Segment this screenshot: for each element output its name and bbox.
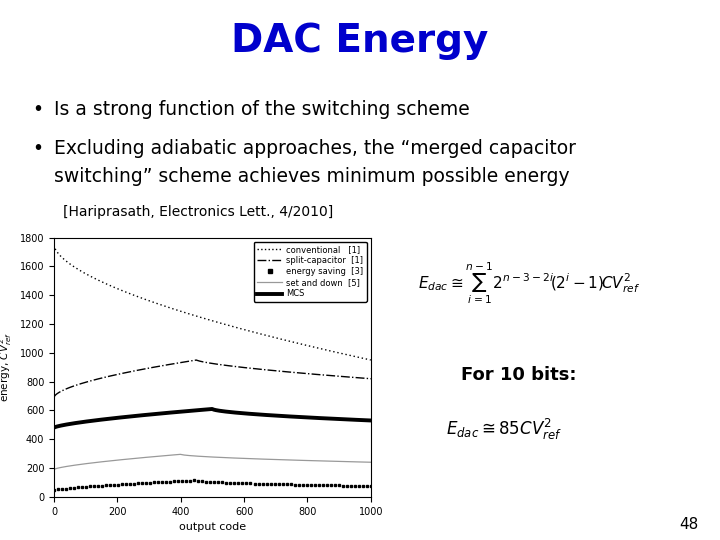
Text: $E_{dac} \cong 85CV_{ref}^2$: $E_{dac} \cong 85CV_{ref}^2$: [446, 417, 562, 442]
Text: 48: 48: [679, 517, 698, 532]
Legend: conventional   [1], split-capacitor  [1], energy saving  [3], set and down  [5],: conventional [1], split-capacitor [1], e…: [253, 242, 366, 302]
Text: DAC Energy: DAC Energy: [231, 22, 489, 59]
Text: [Hariprasath, Electronics Lett., 4/2010]: [Hariprasath, Electronics Lett., 4/2010]: [63, 205, 333, 219]
Text: $E_{dac} \cong \sum_{i=1}^{n-1} 2^{n-3-2i}\!\left(2^i - 1\right)\!CV_{ref}^2$: $E_{dac} \cong \sum_{i=1}^{n-1} 2^{n-3-2…: [418, 261, 640, 306]
Text: switching” scheme achieves minimum possible energy: switching” scheme achieves minimum possi…: [54, 167, 570, 186]
Text: Is a strong function of the switching scheme: Is a strong function of the switching sc…: [54, 100, 469, 119]
Text: •: •: [32, 139, 43, 158]
X-axis label: output code: output code: [179, 522, 246, 532]
Text: For 10 bits:: For 10 bits:: [461, 366, 576, 384]
Text: •: •: [32, 100, 43, 119]
Text: Excluding adiabatic approaches, the “merged capacitor: Excluding adiabatic approaches, the “mer…: [54, 139, 576, 158]
Y-axis label: energy, $CV^2_{ref}$: energy, $CV^2_{ref}$: [0, 332, 14, 402]
